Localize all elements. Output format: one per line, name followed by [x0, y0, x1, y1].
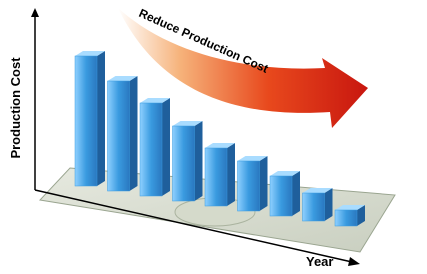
bar-side [227, 143, 235, 206]
y-axis-arrow [31, 8, 39, 17]
bar-side [195, 121, 203, 201]
bar [75, 56, 97, 186]
bar [238, 161, 260, 211]
bar [173, 126, 195, 201]
bar [108, 81, 130, 191]
y-axis-label: Production Cost [8, 57, 23, 159]
x-axis-arrow [348, 257, 360, 266]
bar [140, 103, 162, 196]
chart: Reduce Production Cost Production Cost Y… [0, 0, 427, 269]
bar-side [260, 156, 268, 211]
bar-side [292, 171, 300, 216]
bar [303, 193, 325, 221]
bar-side [97, 51, 105, 186]
bar-side [325, 188, 333, 221]
bar [205, 148, 227, 206]
bar-side [130, 76, 138, 191]
bar [335, 210, 357, 226]
bar [270, 176, 292, 216]
bar-side [162, 98, 170, 196]
x-axis-label: Year [306, 254, 333, 269]
